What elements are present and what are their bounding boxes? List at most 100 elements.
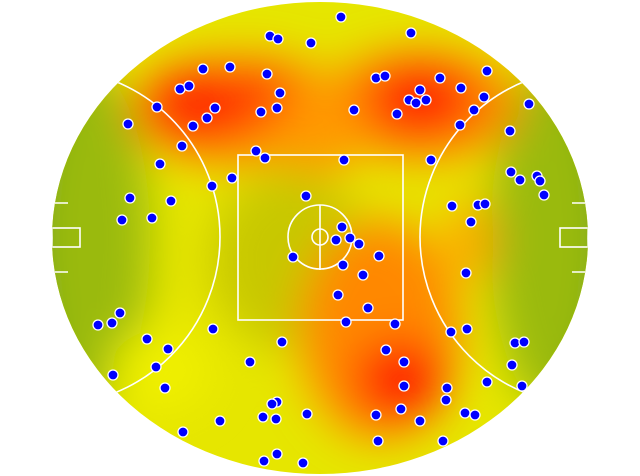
point: [124, 192, 136, 204]
point: [340, 316, 352, 328]
point: [373, 250, 385, 262]
point: [370, 409, 382, 421]
point: [481, 376, 493, 388]
point: [165, 195, 177, 207]
point: [159, 382, 171, 394]
point: [92, 319, 104, 331]
point: [479, 198, 491, 210]
point: [151, 101, 163, 113]
point: [209, 102, 221, 114]
point: [425, 154, 437, 166]
point: [226, 172, 238, 184]
point: [353, 238, 365, 250]
point: [272, 33, 284, 45]
point: [446, 200, 458, 212]
point: [437, 435, 449, 447]
point: [146, 212, 158, 224]
point: [176, 140, 188, 152]
point: [177, 426, 189, 438]
point: [455, 82, 467, 94]
point: [276, 336, 288, 348]
point: [305, 37, 317, 49]
point: [244, 356, 256, 368]
point: [224, 61, 236, 73]
point: [398, 356, 410, 368]
point: [336, 221, 348, 233]
point: [372, 435, 384, 447]
point: [297, 457, 309, 469]
point: [344, 232, 356, 244]
point: [338, 154, 350, 166]
point: [150, 361, 162, 373]
point: [481, 65, 493, 77]
point: [261, 68, 273, 80]
point: [122, 118, 134, 130]
point: [380, 344, 392, 356]
point: [405, 27, 417, 39]
point: [116, 214, 128, 226]
point: [258, 455, 270, 467]
point: [287, 251, 299, 263]
point: [518, 336, 530, 348]
point: [516, 380, 528, 392]
point: [391, 108, 403, 120]
point: [266, 398, 278, 410]
point: [441, 382, 453, 394]
point: [504, 125, 516, 137]
point: [206, 180, 218, 192]
point: [141, 333, 153, 345]
point: [505, 166, 517, 178]
point: [271, 102, 283, 114]
point: [506, 359, 518, 371]
point: [257, 411, 269, 423]
point: [335, 11, 347, 23]
point: [300, 190, 312, 202]
point: [468, 104, 480, 116]
point: [534, 175, 546, 187]
point: [434, 72, 446, 84]
point: [461, 323, 473, 335]
point: [183, 80, 195, 92]
point: [389, 318, 401, 330]
point: [214, 415, 226, 427]
point: [187, 120, 199, 132]
point: [330, 234, 342, 246]
point: [454, 119, 466, 131]
point: [255, 106, 267, 118]
point: [469, 409, 481, 421]
point: [538, 189, 550, 201]
point: [370, 72, 382, 84]
point: [106, 317, 118, 329]
point: [197, 63, 209, 75]
point: [414, 415, 426, 427]
point: [478, 91, 490, 103]
point: [410, 97, 422, 109]
point: [107, 369, 119, 381]
point: [465, 216, 477, 228]
point: [114, 307, 126, 319]
point: [162, 343, 174, 355]
point: [301, 408, 313, 420]
point: [348, 104, 360, 116]
point: [460, 267, 472, 279]
point: [440, 394, 452, 406]
point: [259, 152, 271, 164]
point: [420, 94, 432, 106]
point: [270, 413, 282, 425]
point: [250, 145, 262, 157]
point: [398, 380, 410, 392]
point: [271, 448, 283, 460]
point: [357, 269, 369, 281]
point: [514, 174, 526, 186]
points: [92, 11, 550, 469]
point: [274, 87, 286, 99]
point: [332, 289, 344, 301]
point: [207, 323, 219, 335]
point: [337, 259, 349, 271]
point: [414, 84, 426, 96]
point: [395, 403, 407, 415]
point: [445, 326, 457, 338]
point: [459, 407, 471, 419]
